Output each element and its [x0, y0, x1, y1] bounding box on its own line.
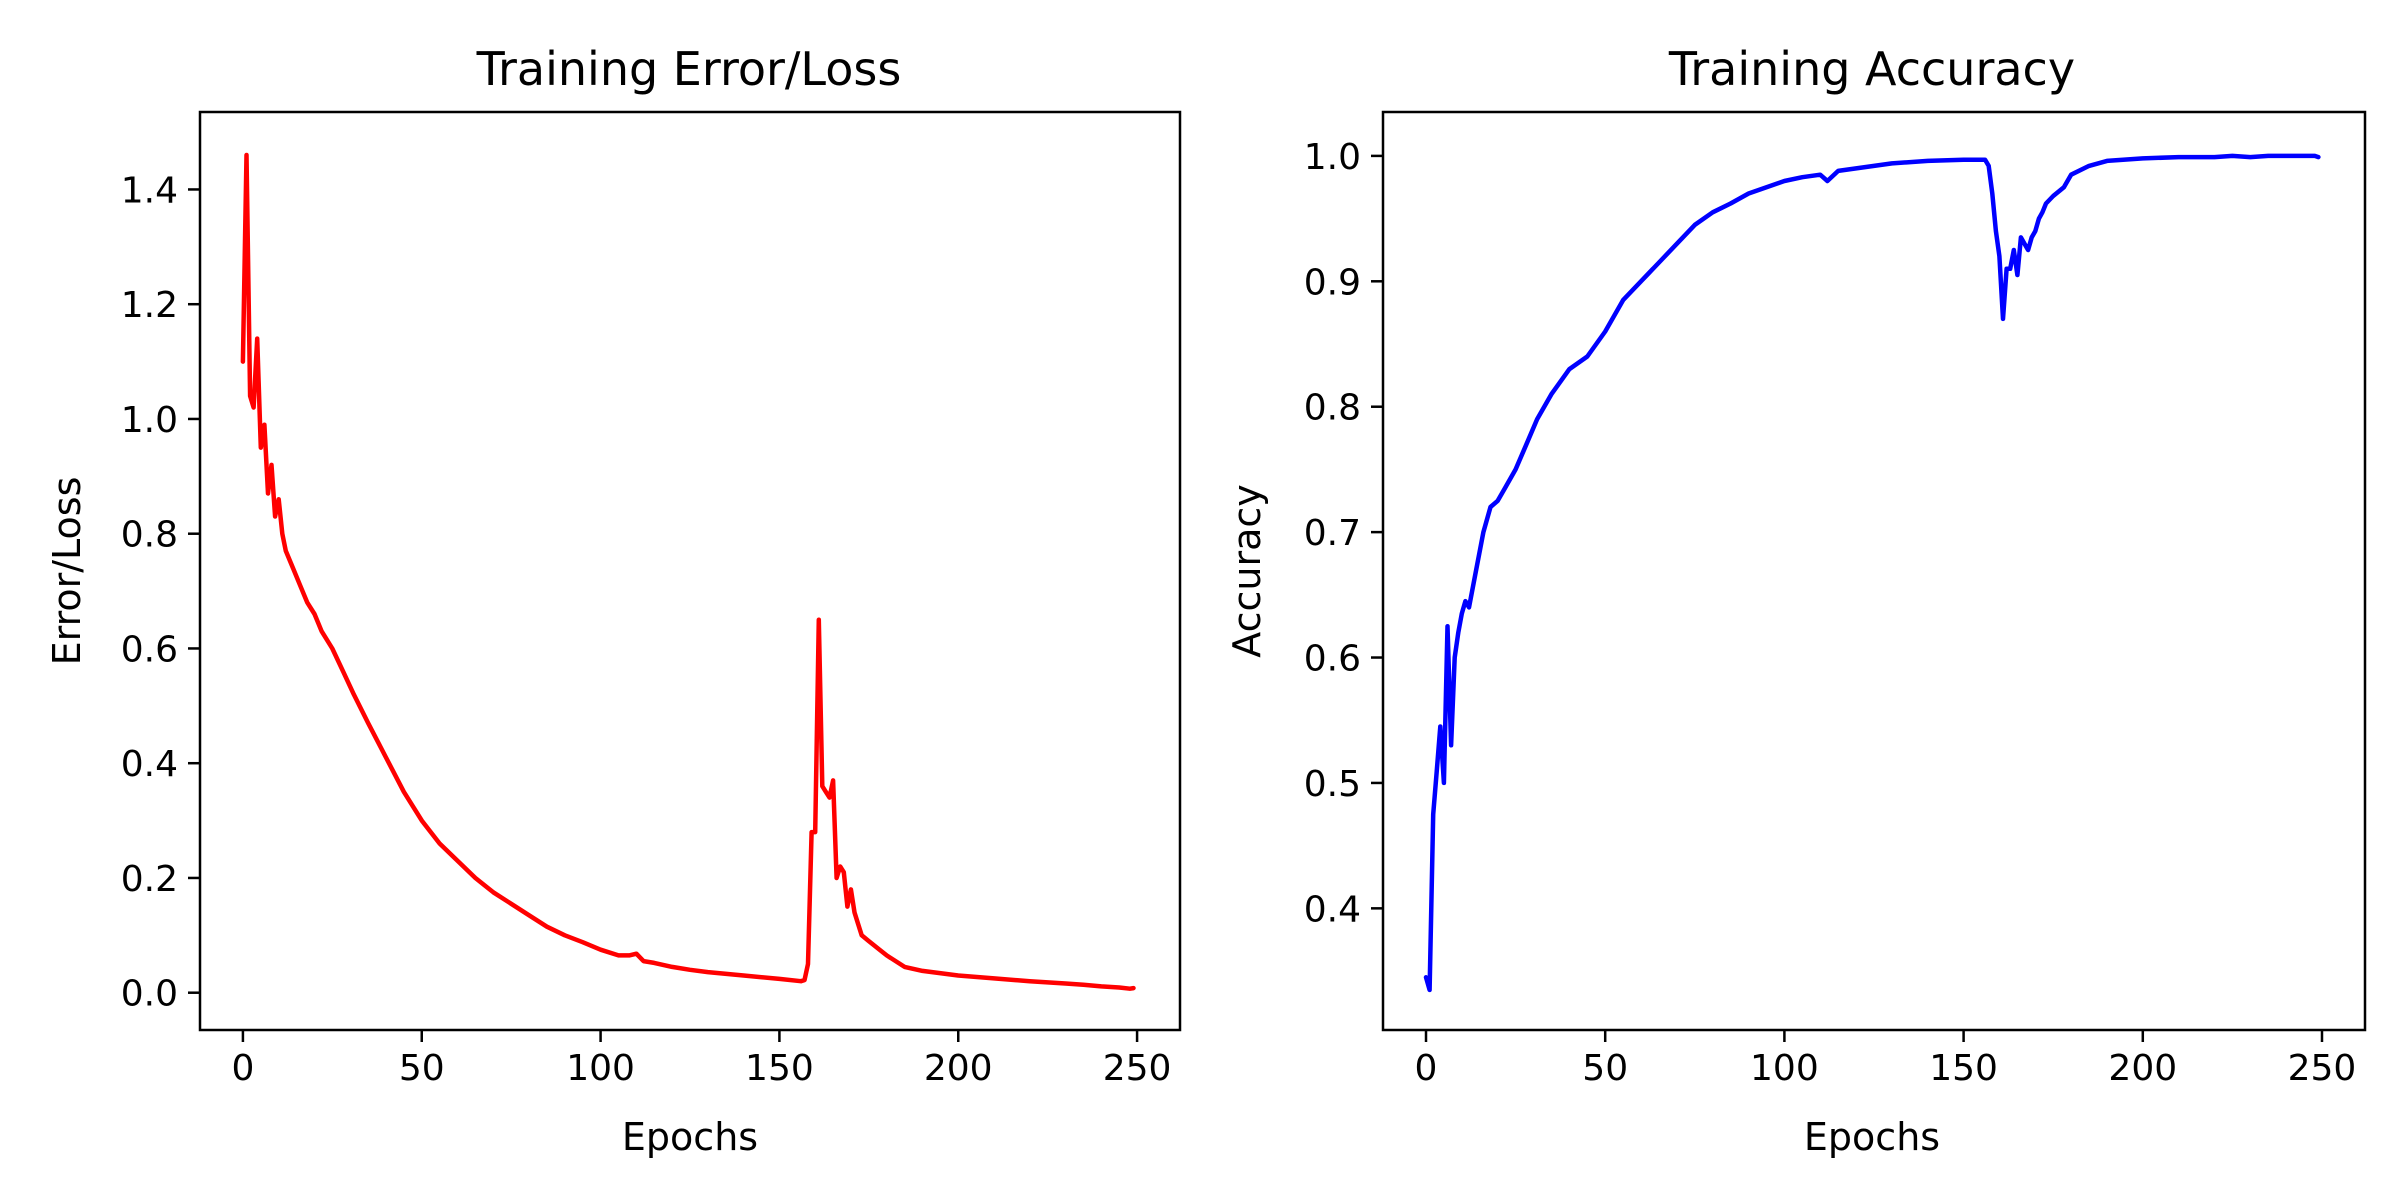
accuracy-chart-y-tick-label: 0.6: [1304, 639, 1361, 680]
accuracy-chart: Training Accuracy 0 50 100 150 200 250 0.4 0.5…: [1225, 42, 2367, 1159]
loss-chart-y-tick-label: 0.4: [121, 744, 178, 785]
loss-chart-y-tick-label: 1.4: [121, 170, 178, 211]
accuracy-chart-y-tick-label: 0.7: [1304, 513, 1361, 554]
accuracy-chart-frame: [1381, 110, 2367, 1032]
accuracy-chart-x-tick-label: 50: [1582, 1048, 1628, 1089]
accuracy-chart-y-tick-label: 0.4: [1304, 889, 1361, 930]
loss-chart-title: Training Error/Loss: [476, 42, 902, 96]
loss-chart-x-axis-label: Epochs: [622, 1115, 758, 1159]
accuracy-chart-series-line: [1423, 153, 2321, 993]
loss-chart-y-tick-label: 0.8: [121, 515, 178, 556]
loss-chart: Training Error/Loss 0 50 100 150 200 250 0.00…: [45, 42, 1182, 1159]
loss-chart-x-tick-label: 50: [399, 1048, 445, 1089]
accuracy-chart-title: Training Accuracy: [1668, 42, 2075, 96]
accuracy-chart-x-tick-label: 100: [1750, 1048, 1819, 1089]
accuracy-chart-x-axis-label: Epochs: [1804, 1115, 1940, 1159]
accuracy-chart-y-axis-label: Accuracy: [1225, 484, 1269, 658]
loss-chart-y-axis-label: Error/Loss: [45, 477, 89, 666]
loss-chart-y-tick-label: 0.2: [121, 859, 178, 900]
loss-chart-x-tick-label: 150: [745, 1048, 814, 1089]
loss-chart-y-tick-label: 0.0: [121, 974, 178, 1015]
loss-chart-series-line: [240, 152, 1136, 991]
accuracy-chart-x-ticks: 0 50 100 150 200 250: [1415, 1030, 2357, 1089]
loss-chart-y-ticks: 0.0 0.2 0.4 0.6 0.8 1.0 1.2 1.4: [121, 170, 200, 1015]
accuracy-chart-y-tick-label: 1.0: [1304, 137, 1361, 178]
accuracy-chart-y-ticks: 0.4 0.5 0.6 0.7 0.8 0.9 1.0: [1304, 137, 1383, 930]
accuracy-chart-y-tick-label: 0.9: [1304, 262, 1361, 303]
loss-chart-y-tick-label: 1.0: [121, 400, 178, 441]
accuracy-chart-x-tick-label: 150: [1929, 1048, 1998, 1089]
accuracy-chart-y-tick-label: 0.5: [1304, 764, 1361, 805]
accuracy-chart-x-tick-label: 250: [2288, 1048, 2357, 1089]
loss-chart-y-tick-label: 1.2: [121, 285, 178, 326]
loss-chart-plot-area: [240, 152, 1136, 991]
loss-chart-x-tick-label: 250: [1103, 1048, 1172, 1089]
loss-chart-x-tick-label: 100: [566, 1048, 635, 1089]
accuracy-chart-plot-area: [1423, 153, 2321, 993]
loss-chart-x-ticks: 0 50 100 150 200 250: [231, 1030, 1171, 1089]
loss-chart-frame: [198, 110, 1182, 1032]
loss-chart-x-tick-label: 200: [924, 1048, 993, 1089]
accuracy-chart-x-tick-label: 200: [2108, 1048, 2177, 1089]
accuracy-chart-y-tick-label: 0.8: [1304, 388, 1361, 429]
loss-chart-x-tick-label: 0: [231, 1048, 254, 1089]
loss-chart-y-tick-label: 0.6: [121, 629, 178, 670]
accuracy-chart-x-tick-label: 0: [1415, 1048, 1438, 1089]
